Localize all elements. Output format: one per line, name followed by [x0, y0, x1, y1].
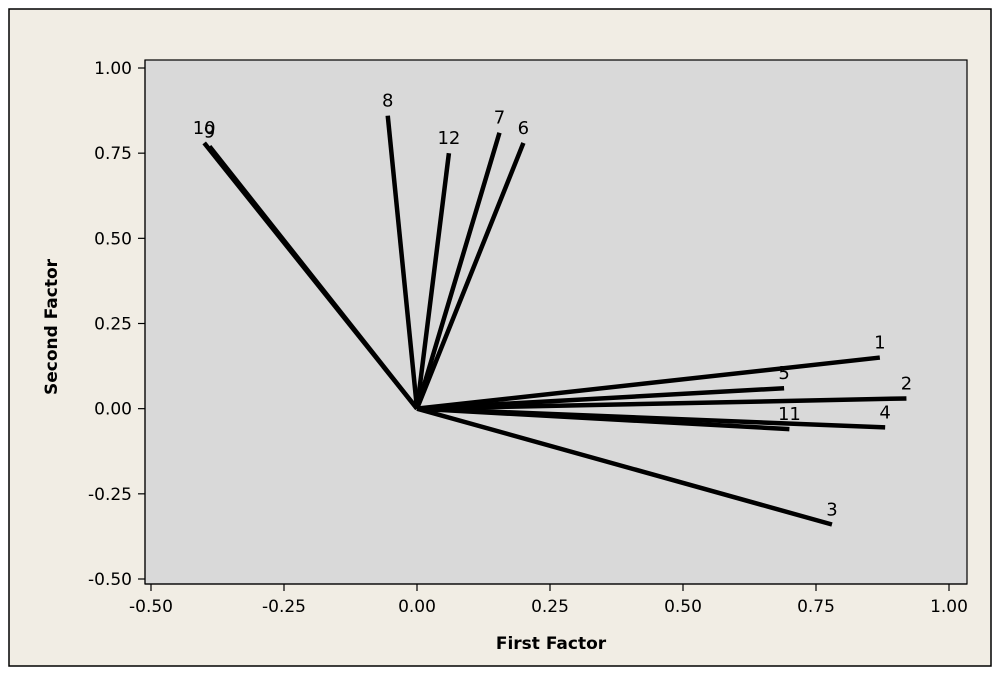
- vector-line-1: [416, 355, 881, 411]
- x-tick-label: 0.00: [398, 597, 436, 617]
- vector-line-7: [414, 132, 502, 410]
- vector-label-4: 4: [879, 402, 890, 423]
- vector-line-8: [385, 115, 420, 409]
- vector-line-11: [416, 406, 790, 432]
- x-tick-label: 0.50: [664, 597, 702, 617]
- vector-line-3: [416, 406, 833, 527]
- vector-label-8: 8: [382, 91, 393, 112]
- vector-label-12: 12: [437, 128, 460, 149]
- vector-line-2: [416, 396, 907, 411]
- vectors: [202, 115, 907, 527]
- vector-line-5: [416, 385, 785, 411]
- y-tick-label: 0.75: [94, 144, 132, 164]
- vector-label-3: 3: [826, 499, 837, 520]
- y-tick-label: 0.50: [94, 229, 132, 249]
- x-tick-label: -0.25: [262, 597, 306, 617]
- vector-label-5: 5: [778, 363, 789, 384]
- vector-label-1: 1: [874, 333, 885, 354]
- x-axis-title: First Factor: [496, 634, 607, 654]
- vector-label-7: 7: [494, 108, 505, 129]
- vector-line-12: [414, 152, 452, 409]
- x-axis: -0.50 -0.25 0.00 0.25 0.50 0.75 1.00: [129, 583, 968, 617]
- vector-label-10: 10: [193, 118, 216, 139]
- plot-area: [144, 59, 968, 585]
- y-tick-label: 0.25: [94, 315, 132, 335]
- y-tick-label: -0.50: [88, 570, 132, 590]
- x-tick-label: 0.25: [531, 597, 569, 617]
- vector-label-11: 11: [778, 404, 801, 425]
- y-axis-title: Second Factor: [42, 258, 62, 395]
- vector-label-2: 2: [901, 373, 912, 394]
- vector-line-10: [202, 141, 419, 411]
- x-tick-label: 0.75: [797, 597, 835, 617]
- y-tick-label: 0.00: [94, 400, 132, 420]
- vector-label-6: 6: [518, 118, 529, 139]
- y-tick-label: -0.25: [88, 485, 132, 505]
- x-tick-label: 1.00: [930, 597, 968, 617]
- vector-line-6: [414, 142, 526, 410]
- y-tick-label: 1.00: [94, 59, 132, 79]
- x-tick-label: -0.50: [129, 597, 173, 617]
- y-axis: -0.50 -0.25 0.00 0.25 0.50 0.75 1.00: [88, 59, 146, 590]
- vector-label-9: 9: [204, 121, 215, 142]
